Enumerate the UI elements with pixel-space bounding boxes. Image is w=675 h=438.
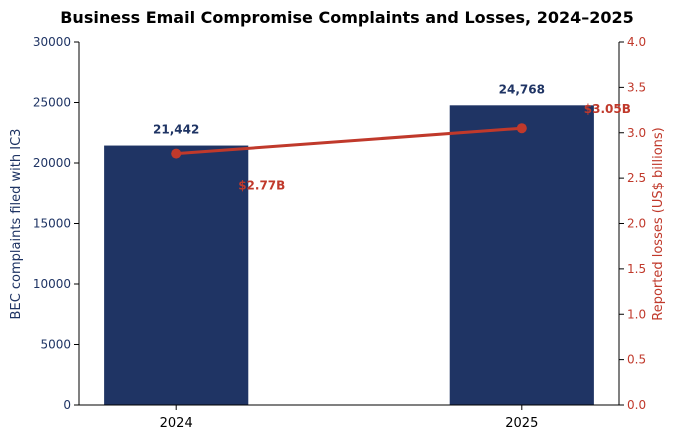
bar-data-label: 24,768: [499, 82, 545, 96]
line-data-label: $2.77B: [238, 179, 285, 193]
left-tick-label: 25000: [33, 96, 71, 110]
left-tick-label: 20000: [33, 156, 71, 170]
right-tick-label: 1.0: [627, 307, 646, 321]
left-tick-label: 10000: [33, 277, 71, 291]
left-tick-label: 30000: [33, 35, 71, 49]
right-tick-label: 0.5: [627, 353, 646, 367]
data-labels-layer: 21,442 24,768 $2.77B $3.05B: [153, 82, 631, 192]
right-tick-label: 0.0: [627, 398, 646, 412]
losses-point-2025: [516, 123, 527, 134]
chart-title: Business Email Compromise Complaints and…: [60, 8, 634, 27]
right-axis-ticks: 0.0 0.5 1.0 1.5 2.0 2.5 3.0 3.5 4.0: [619, 35, 646, 412]
bar-2025: [449, 105, 594, 406]
line-layer: [171, 123, 527, 159]
right-tick-label: 4.0: [627, 35, 646, 49]
losses-line: [176, 126, 522, 156]
right-tick-label: 2.5: [627, 171, 646, 185]
right-axis-label: Reported losses (US$ billions): [651, 127, 666, 320]
left-axis-label: BEC complaints filed with IC3: [9, 129, 24, 320]
left-tick-label: 15000: [33, 217, 71, 231]
bar-2024: [104, 145, 249, 405]
line-data-label: $3.05B: [584, 102, 631, 116]
left-axis-ticks: 0 5000 10000 15000 20000 25000 30000: [33, 35, 79, 412]
bars-layer: [104, 105, 594, 406]
x-tick-label-2025: 2025: [505, 416, 538, 431]
right-tick-label: 1.5: [627, 262, 646, 276]
right-tick-label: 2.0: [627, 217, 646, 231]
bar-data-label: 21,442: [153, 123, 199, 137]
right-tick-label: 3.0: [627, 126, 646, 140]
losses-point-2024: [171, 148, 182, 159]
x-axis-ticks: 2024 2025: [160, 405, 538, 431]
x-tick-label-2024: 2024: [160, 416, 193, 431]
left-tick-label: 0: [63, 398, 71, 412]
left-tick-label: 5000: [40, 338, 71, 352]
right-tick-label: 3.5: [627, 80, 646, 94]
